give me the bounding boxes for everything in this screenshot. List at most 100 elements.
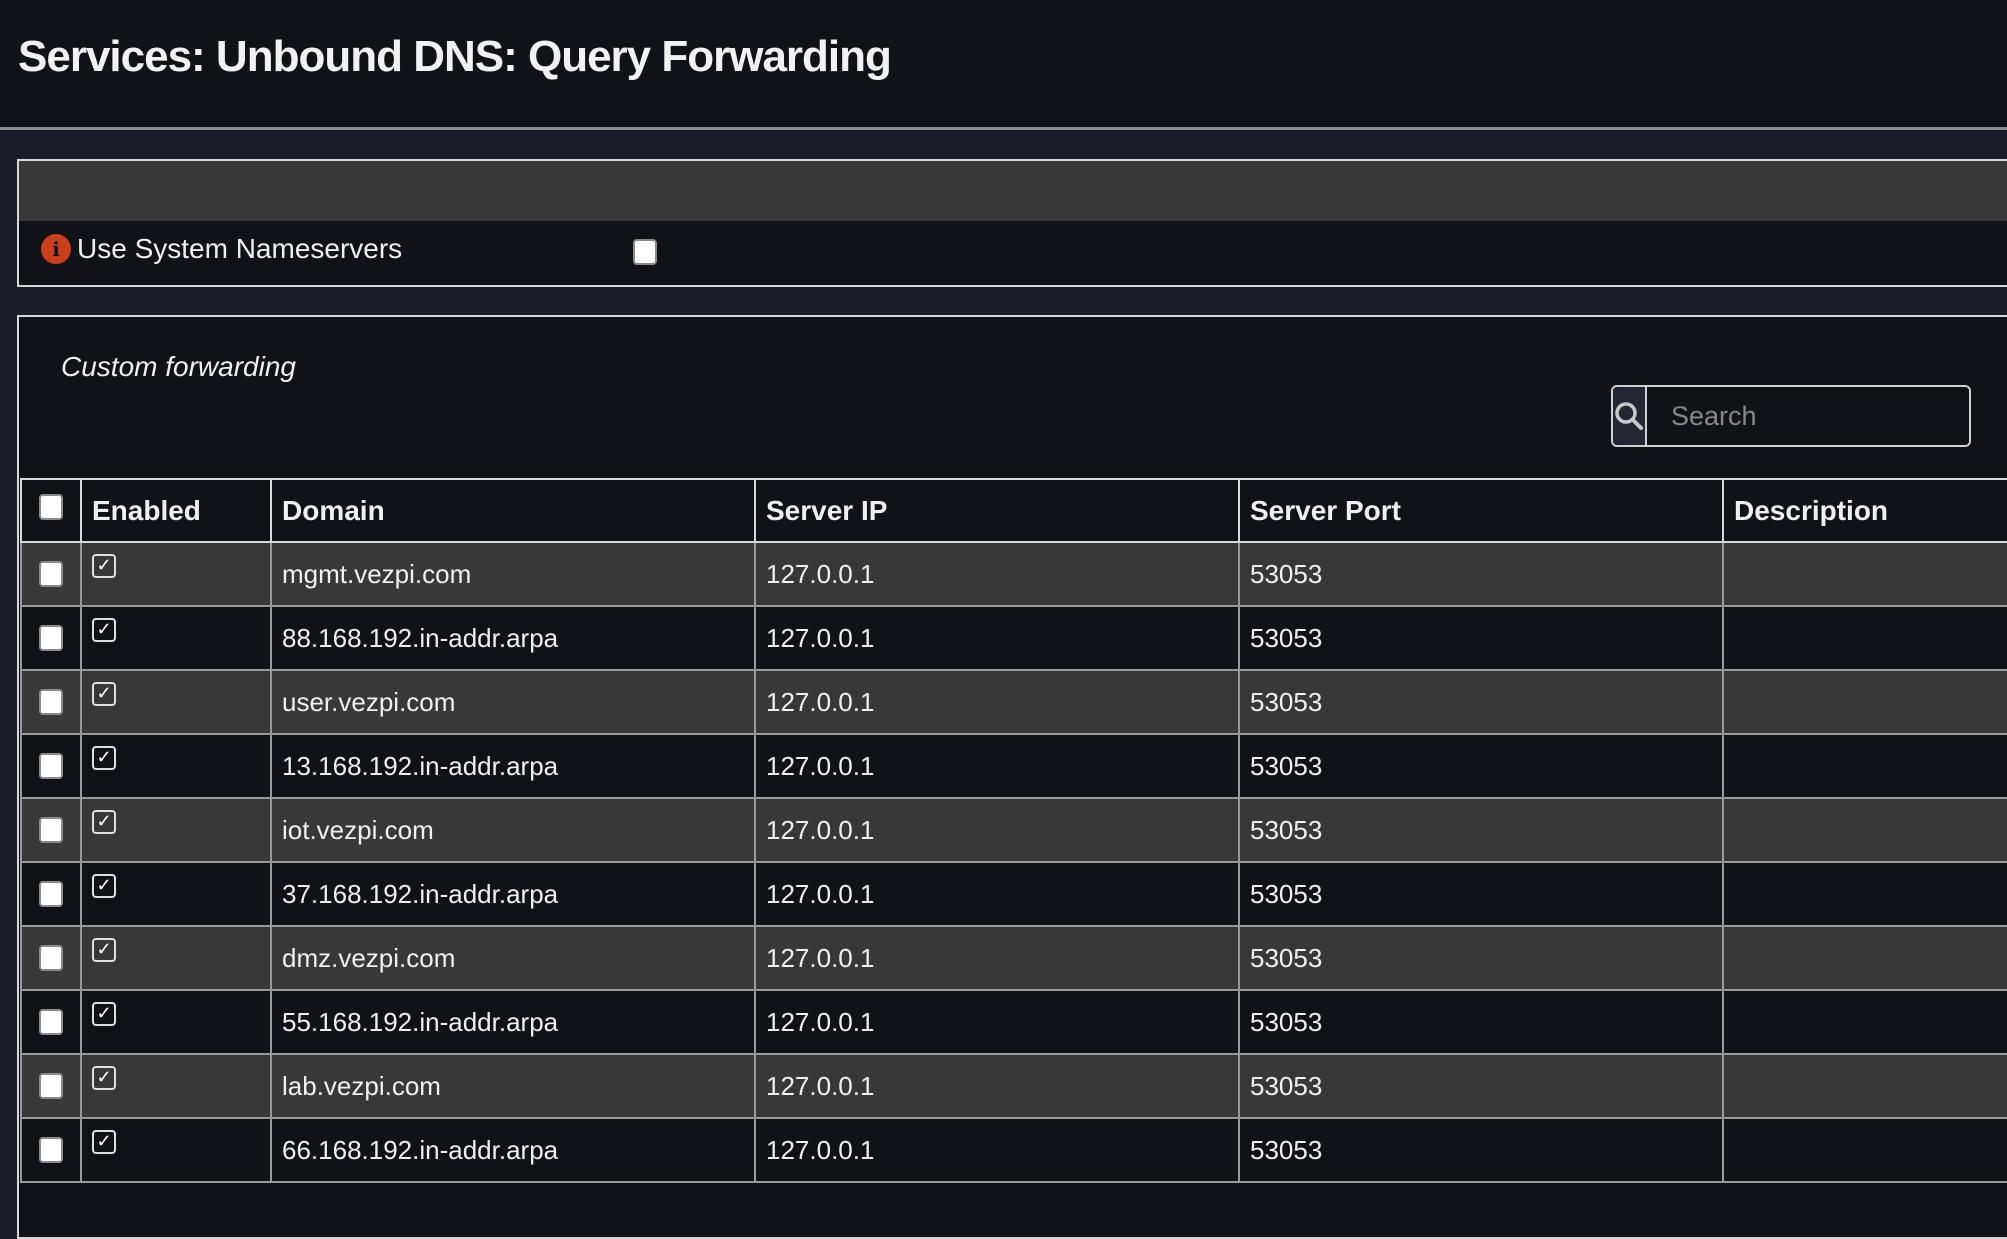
use-system-nameservers-row: i Use System Nameservers [19, 221, 2007, 283]
table-row[interactable]: ✓ lab.vezpi.com 127.0.0.1 53053 [20, 1053, 2007, 1119]
row-select-checkbox[interactable] [39, 624, 63, 651]
enabled-check-icon[interactable]: ✓ [92, 745, 116, 770]
select-cell [20, 797, 82, 863]
description-cell [1722, 989, 2007, 1055]
server-port-cell: 53053 [1238, 733, 1724, 799]
table-header: Enabled Domain Server IP Server Port Des… [20, 478, 2007, 543]
description-cell [1722, 797, 2007, 863]
row-select-checkbox[interactable] [39, 1008, 63, 1035]
column-description[interactable]: Description [1722, 478, 2007, 543]
server-ip-cell: 127.0.0.1 [754, 605, 1240, 671]
select-cell [20, 925, 82, 991]
description-cell [1722, 1053, 2007, 1119]
server-ip-cell: 127.0.0.1 [754, 925, 1240, 991]
select-cell [20, 605, 82, 671]
domain-cell: 55.168.192.in-addr.arpa [270, 989, 756, 1055]
enabled-check-icon[interactable]: ✓ [92, 809, 116, 834]
page-title: Services: Unbound DNS: Query Forwarding [18, 32, 892, 81]
table-row[interactable]: ✓ 55.168.192.in-addr.arpa 127.0.0.1 53053 [20, 989, 2007, 1055]
server-ip-cell: 127.0.0.1 [754, 541, 1240, 607]
select-cell [20, 669, 82, 735]
row-select-checkbox[interactable] [39, 560, 63, 587]
select-all-checkbox[interactable] [39, 494, 63, 520]
enabled-check-icon[interactable]: ✓ [92, 1001, 116, 1026]
table-row[interactable]: ✓ 66.168.192.in-addr.arpa 127.0.0.1 53053 [20, 1117, 2007, 1183]
table-row[interactable]: ✓ 37.168.192.in-addr.arpa 127.0.0.1 53053 [20, 861, 2007, 927]
select-cell [20, 1053, 82, 1119]
select-cell [20, 1117, 82, 1183]
description-cell [1722, 733, 2007, 799]
domain-cell: mgmt.vezpi.com [270, 541, 756, 607]
domain-cell: 88.168.192.in-addr.arpa [270, 605, 756, 671]
custom-forwarding-panel: Custom forwarding Enabled Domain Server … [17, 315, 2007, 1239]
server-ip-cell: 127.0.0.1 [754, 733, 1240, 799]
general-settings-panel: i Use System Nameservers [17, 159, 2007, 287]
row-select-checkbox[interactable] [39, 944, 63, 971]
server-port-cell: 53053 [1238, 1117, 1724, 1183]
server-port-cell: 53053 [1238, 925, 1724, 991]
server-port-cell: 53053 [1238, 1053, 1724, 1119]
row-select-checkbox[interactable] [39, 880, 63, 907]
domain-cell: lab.vezpi.com [270, 1053, 756, 1119]
description-cell [1722, 541, 2007, 607]
forwarding-table: Enabled Domain Server IP Server Port Des… [20, 478, 2007, 1183]
enabled-cell: ✓ [80, 925, 272, 991]
column-domain[interactable]: Domain [270, 478, 756, 543]
column-enabled[interactable]: Enabled [80, 478, 272, 543]
panel-header [19, 161, 2007, 221]
column-server-ip[interactable]: Server IP [754, 478, 1240, 543]
row-select-checkbox[interactable] [39, 816, 63, 843]
row-select-checkbox[interactable] [39, 1136, 63, 1163]
server-port-cell: 53053 [1238, 669, 1724, 735]
select-cell [20, 541, 82, 607]
server-ip-cell: 127.0.0.1 [754, 669, 1240, 735]
use-system-nameservers-label: Use System Nameservers [77, 233, 403, 264]
domain-cell: dmz.vezpi.com [270, 925, 756, 991]
server-ip-cell: 127.0.0.1 [754, 1117, 1240, 1183]
search-group [1611, 385, 1971, 447]
table-row[interactable]: ✓ 88.168.192.in-addr.arpa 127.0.0.1 53053 [20, 605, 2007, 671]
enabled-check-icon[interactable]: ✓ [92, 617, 116, 642]
server-port-cell: 53053 [1238, 797, 1724, 863]
description-cell [1722, 605, 2007, 671]
row-select-checkbox[interactable] [39, 752, 63, 779]
enabled-check-icon[interactable]: ✓ [92, 937, 116, 962]
table-row[interactable]: ✓ dmz.vezpi.com 127.0.0.1 53053 [20, 925, 2007, 991]
enabled-check-icon[interactable]: ✓ [92, 553, 116, 578]
page-header: Services: Unbound DNS: Query Forwarding [0, 0, 2007, 130]
table-row[interactable]: ✓ mgmt.vezpi.com 127.0.0.1 53053 [20, 541, 2007, 607]
row-select-checkbox[interactable] [39, 1072, 63, 1099]
enabled-check-icon[interactable]: ✓ [92, 1065, 116, 1090]
domain-cell: iot.vezpi.com [270, 797, 756, 863]
domain-cell: 37.168.192.in-addr.arpa [270, 861, 756, 927]
server-ip-cell: 127.0.0.1 [754, 989, 1240, 1055]
select-cell [20, 733, 82, 799]
use-system-nameservers-checkbox[interactable] [633, 239, 657, 265]
section-title: Custom forwarding [61, 351, 296, 382]
search-icon[interactable] [1613, 387, 1647, 445]
description-cell [1722, 669, 2007, 735]
server-ip-cell: 127.0.0.1 [754, 797, 1240, 863]
server-ip-cell: 127.0.0.1 [754, 861, 1240, 927]
enabled-cell: ✓ [80, 541, 272, 607]
domain-cell: user.vezpi.com [270, 669, 756, 735]
server-port-cell: 53053 [1238, 989, 1724, 1055]
table-row[interactable]: ✓ user.vezpi.com 127.0.0.1 53053 [20, 669, 2007, 735]
enabled-check-icon[interactable]: ✓ [92, 681, 116, 706]
domain-cell: 66.168.192.in-addr.arpa [270, 1117, 756, 1183]
search-input[interactable] [1647, 387, 1969, 445]
info-circle-icon[interactable]: i [41, 234, 71, 264]
server-port-cell: 53053 [1238, 861, 1724, 927]
table-row[interactable]: ✓ iot.vezpi.com 127.0.0.1 53053 [20, 797, 2007, 863]
enabled-cell: ✓ [80, 797, 272, 863]
description-cell [1722, 925, 2007, 991]
table-row[interactable]: ✓ 13.168.192.in-addr.arpa 127.0.0.1 53053 [20, 733, 2007, 799]
server-port-cell: 53053 [1238, 541, 1724, 607]
row-select-checkbox[interactable] [39, 688, 63, 715]
select-cell [20, 861, 82, 927]
domain-cell: 13.168.192.in-addr.arpa [270, 733, 756, 799]
enabled-check-icon[interactable]: ✓ [92, 873, 116, 898]
column-server-port[interactable]: Server Port [1238, 478, 1724, 543]
server-ip-cell: 127.0.0.1 [754, 1053, 1240, 1119]
enabled-check-icon[interactable]: ✓ [92, 1129, 116, 1154]
